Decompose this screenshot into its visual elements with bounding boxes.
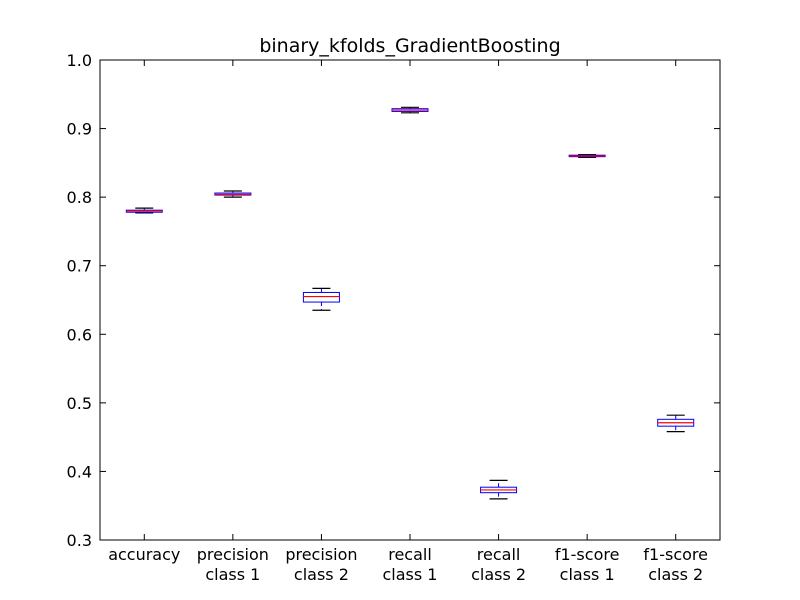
box-2 [302, 287, 340, 311]
box-iqr [302, 291, 340, 303]
x-tick-label: recall class 1 [383, 545, 438, 584]
axis-ticks: 0.3 0.4 0.5 0.6 0.7 0.8 0.9 1.0 accuracy precisio… [67, 51, 720, 584]
x-tick-label: precision class 2 [285, 545, 357, 584]
x-tick-label: accuracy [108, 545, 180, 564]
box-3 [391, 106, 429, 114]
y-tick-label: 0.8 [67, 188, 92, 207]
x-tick-label: recall class 2 [471, 545, 526, 584]
box-5 [568, 154, 606, 158]
y-tick-label: 0.7 [67, 257, 92, 276]
box-1 [214, 190, 252, 198]
box-6 [657, 414, 695, 433]
box-0 [125, 207, 163, 214]
axes-frame [99, 59, 721, 541]
y-tick-label: 0.5 [67, 394, 92, 413]
y-tick-label: 0.9 [67, 120, 92, 139]
x-tick-label: f1-score class 2 [643, 545, 708, 584]
chart-title: binary_kfolds_GradientBoosting [259, 35, 560, 57]
x-tick-label: f1-score class 1 [555, 545, 620, 584]
box-4 [480, 479, 518, 500]
y-tick-label: 0.3 [67, 531, 92, 550]
plot-area [125, 106, 695, 500]
x-tick-label: precision class 1 [197, 545, 269, 584]
y-tick-label: 0.4 [67, 462, 92, 481]
y-tick-label: 1.0 [67, 51, 92, 70]
y-tick-label: 0.6 [67, 325, 92, 344]
